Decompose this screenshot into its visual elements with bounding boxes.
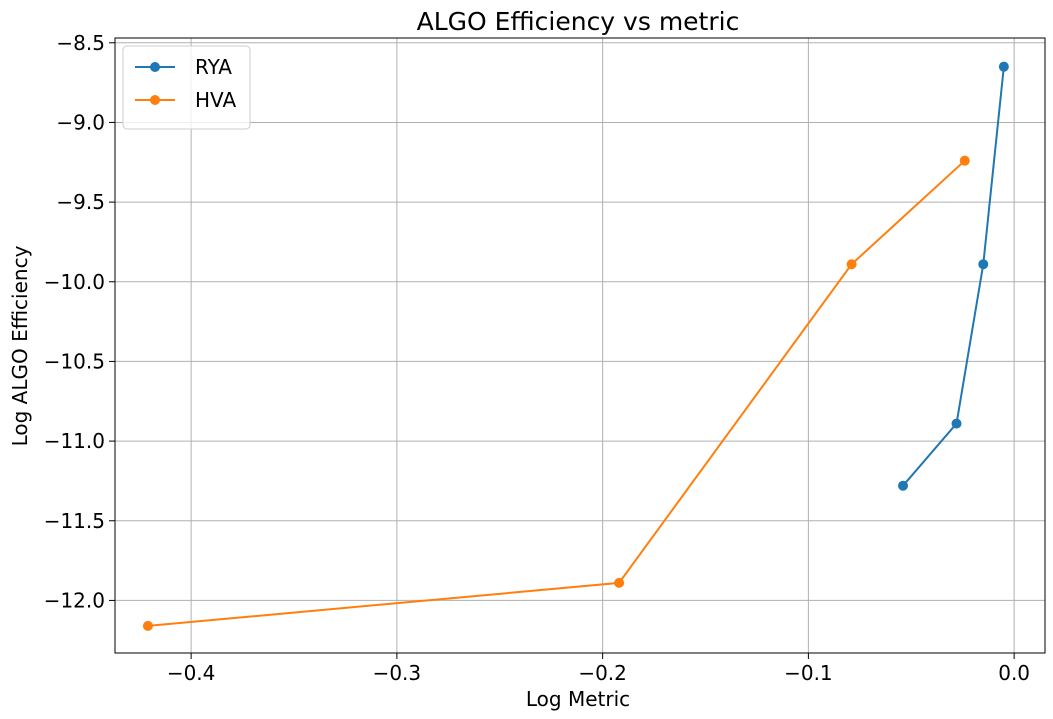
- y-tick-label: −12.0: [44, 588, 105, 612]
- data-point-hva: [614, 577, 625, 588]
- data-point-hva: [142, 620, 153, 631]
- y-tick-label: −9.0: [56, 110, 105, 134]
- series-layer: [142, 61, 1009, 631]
- legend-label-hva: HVA: [195, 88, 236, 112]
- x-tick-label: −0.2: [578, 661, 627, 685]
- data-point-rya: [951, 418, 962, 429]
- legend-label-rya: RYA: [195, 55, 232, 79]
- y-tick-label: −10.5: [44, 349, 105, 373]
- series-rya: [898, 61, 1009, 491]
- x-axis: −0.4 −0.3 −0.2 −0.1 0.0: [167, 653, 1030, 685]
- x-tick-label: −0.4: [167, 661, 216, 685]
- data-point-rya: [998, 61, 1009, 72]
- x-axis-label: Log Metric: [526, 687, 630, 711]
- data-point-rya: [978, 259, 989, 270]
- data-point-hva: [959, 155, 970, 166]
- legend-marker-rya: [150, 62, 160, 72]
- data-point-hva: [846, 259, 857, 270]
- y-tick-label: −9.5: [56, 190, 105, 214]
- y-tick-label: −11.5: [44, 509, 105, 533]
- x-tick-label: −0.1: [784, 661, 833, 685]
- data-point-rya: [898, 480, 909, 491]
- series-line-rya: [902, 66, 1005, 487]
- series-line-hva: [147, 159, 966, 627]
- y-axis: −8.5 −9.0 −9.5 −10.0 −10.5 −11.0 −11.5 −12.0: [44, 31, 115, 612]
- legend-marker-hva: [150, 95, 160, 105]
- plot-frame: [114, 37, 1046, 654]
- y-tick-label: −10.0: [44, 270, 105, 294]
- y-tick-label: −11.0: [44, 429, 105, 453]
- grid: [115, 38, 1045, 653]
- x-tick-label: 0.0: [998, 661, 1030, 685]
- x-tick-label: −0.3: [373, 661, 422, 685]
- legend: RYA HVA: [122, 45, 251, 130]
- y-axis-label: Log ALGO Efficiency: [8, 245, 32, 446]
- chart-title: ALGO Efficiency vs metric: [417, 7, 740, 36]
- series-hva: [142, 155, 970, 631]
- y-tick-label: −8.5: [56, 31, 105, 55]
